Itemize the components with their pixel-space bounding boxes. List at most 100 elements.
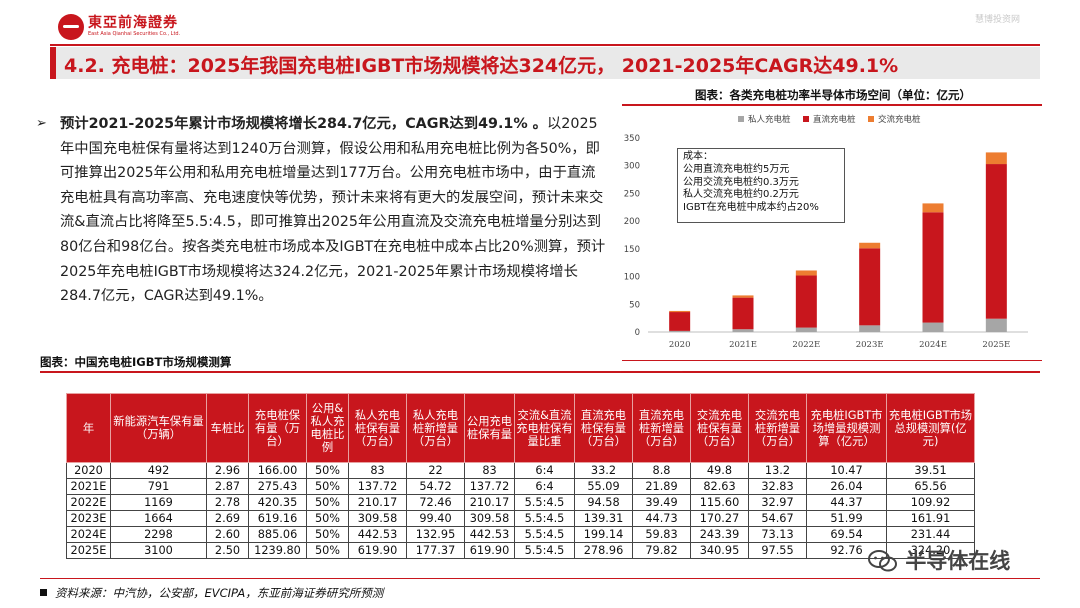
bullet-paragraph: ➢ 预计2021-2025年累计市场规模将增长284.7亿元，CAGR达到49.… — [36, 112, 606, 309]
x-tick-label: 2021E — [729, 340, 757, 350]
bar-segment — [922, 322, 944, 332]
top-watermark: 慧博投资网 — [974, 15, 1020, 25]
table-cell: 83 — [348, 462, 407, 479]
table-header-cell: 充电桩IGBT市场增量规模测算（亿元） — [806, 393, 887, 463]
table-cell: 10.47 — [806, 462, 887, 479]
table-cell: 72.46 — [406, 494, 465, 511]
table-header-cell: 交流&直流充电桩保有量比重 — [514, 393, 575, 463]
table-header-cell: 车桩比 — [206, 393, 249, 463]
bullet-body: 以2025年中国充电桩保有量将达到1240万台测算，假设公用和私用充电桩比例为各… — [60, 116, 606, 305]
table-cell: 309.58 — [348, 510, 407, 527]
table-cell: 139.31 — [574, 510, 633, 527]
table-cell: 32.83 — [748, 478, 807, 495]
table-cell: 2298 — [110, 526, 207, 543]
table-cell: 33.2 — [574, 462, 633, 479]
y-tick-label: 350 — [624, 134, 640, 144]
wechat-icon — [868, 550, 897, 572]
table-cell: 177.37 — [406, 542, 465, 559]
legend-label: 交流充电桩 — [878, 114, 921, 125]
table-cell: 49.8 — [690, 462, 749, 479]
bar-segment — [732, 329, 754, 332]
table-row: 2022E 1169 2.78 420.35 50% 210.17 72.46 210.17 5… — [66, 494, 975, 511]
bar-segment — [922, 212, 944, 323]
table-cell: 278.96 — [574, 542, 633, 559]
table-cell: 2025E — [66, 542, 111, 559]
cost-line: 公用交流充电桩约0.3万元 — [683, 176, 799, 188]
table-cell: 99.40 — [406, 510, 465, 527]
table-cell: 442.53 — [348, 526, 407, 543]
bullet-text: 预计2021-2025年累计市场规模将增长284.7亿元，CAGR达到49.1%… — [60, 112, 606, 309]
source-text: 资料来源：中汽协，公安部，EVCIPA，东亚前海证券研究所预测 — [55, 586, 384, 600]
table-cell: 619.90 — [348, 542, 407, 559]
table-cell: 243.39 — [690, 526, 749, 543]
table-caption: 图表：中国充电桩IGBT市场规模测算 — [40, 355, 232, 369]
table-cell: 1239.80 — [248, 542, 307, 559]
company-name-en: East Asia Qianhai Securities Co., Ltd. — [88, 31, 181, 37]
table-cell: 50% — [306, 542, 349, 559]
table-header-cell: 年 — [66, 393, 111, 463]
table-cell: 2023E — [66, 510, 111, 527]
table-cell: 55.09 — [574, 478, 633, 495]
table-cell: 210.17 — [464, 494, 515, 511]
bar-segment — [985, 152, 1007, 165]
table-cell: 39.51 — [886, 462, 975, 479]
legend-swatch — [868, 116, 874, 122]
table-cell: 199.14 — [574, 526, 633, 543]
table-cell: 115.60 — [690, 494, 749, 511]
bar-segment — [795, 270, 817, 276]
x-tick-label: 2025E — [982, 340, 1010, 350]
bar-segment — [859, 248, 881, 326]
table-cell: 2.78 — [206, 494, 249, 511]
brand-watermark: 半导体在线 — [868, 545, 1010, 575]
source-note: 资料来源：中汽协，公安部，EVCIPA，东亚前海证券研究所预测 — [40, 585, 383, 601]
table-cell: 492 — [110, 462, 207, 479]
table-cell: 420.35 — [248, 494, 307, 511]
table-cell: 2.69 — [206, 510, 249, 527]
cost-annotation-box: 成本： 公用直流充电桩约5万元 公用交流充电桩约0.3万元 私人交流充电桩约0.… — [677, 148, 845, 223]
bar-segment — [859, 325, 881, 332]
cost-line: IGBT在充电桩中成本约占20% — [683, 202, 819, 214]
stacked-bar-chart: 0 50 100 150 200 250 300 350 私人充电桩 直流充电桩 交流充电桩 2020… — [624, 114, 1028, 350]
table-cell: 1664 — [110, 510, 207, 527]
table-cell: 5.5:4.5 — [514, 542, 575, 559]
y-tick-label: 250 — [624, 189, 640, 199]
table-header-cell: 充电桩IGBT市场总规模测算(亿元) — [886, 393, 975, 463]
table-cell: 161.91 — [886, 510, 975, 527]
source-divider — [40, 578, 1040, 579]
table-cell: 26.04 — [806, 478, 887, 495]
table-row: 2023E 1664 2.69 619.16 50% 309.58 99.40 309.58 5… — [66, 510, 975, 527]
table-cell: 619.90 — [464, 542, 515, 559]
table-cell: 79.82 — [632, 542, 691, 559]
table-cell: 50% — [306, 462, 349, 479]
table-cell: 210.17 — [348, 494, 407, 511]
table-cell: 44.37 — [806, 494, 887, 511]
logo-icon — [58, 14, 84, 40]
chart-title: 图表：各类充电桩功率半导体市场空间（单位：亿元） — [695, 88, 971, 102]
table-cell: 340.95 — [690, 542, 749, 559]
table-cell: 166.00 — [248, 462, 307, 479]
table-cell: 2.87 — [206, 478, 249, 495]
table-cell: 82.63 — [690, 478, 749, 495]
table-cell: 13.2 — [748, 462, 807, 479]
bar-segment — [922, 203, 944, 213]
table-cell: 94.58 — [574, 494, 633, 511]
table-cell: 65.56 — [886, 478, 975, 495]
table-cell: 83 — [464, 462, 515, 479]
table-cell: 50% — [306, 510, 349, 527]
table-header-cell: 公用充电桩保有量 — [464, 393, 515, 463]
cost-line: 私人交流充电桩约0.2万元 — [683, 189, 799, 201]
table-cell: 39.49 — [632, 494, 691, 511]
table-cell: 50% — [306, 526, 349, 543]
table-cell: 170.27 — [690, 510, 749, 527]
table-header-cell: 充电桩保有量（万台） — [248, 393, 307, 463]
table-cell: 132.95 — [406, 526, 465, 543]
table-cell: 324.20 — [886, 542, 975, 559]
x-tick-label: 2020 — [669, 340, 691, 350]
table-cell: 92.76 — [806, 542, 887, 559]
y-tick-label: 50 — [629, 300, 640, 310]
table-cell: 8.8 — [632, 462, 691, 479]
title-accent — [50, 47, 56, 79]
company-logo: 東亞前海證券 East Asia Qianhai Securities Co.,… — [58, 12, 208, 46]
bullet-lead: 预计2021-2025年累计市场规模将增长284.7亿元，CAGR达到49.1%… — [60, 116, 547, 132]
table-header-cell: 直流充电桩新增量（万台） — [632, 393, 691, 463]
